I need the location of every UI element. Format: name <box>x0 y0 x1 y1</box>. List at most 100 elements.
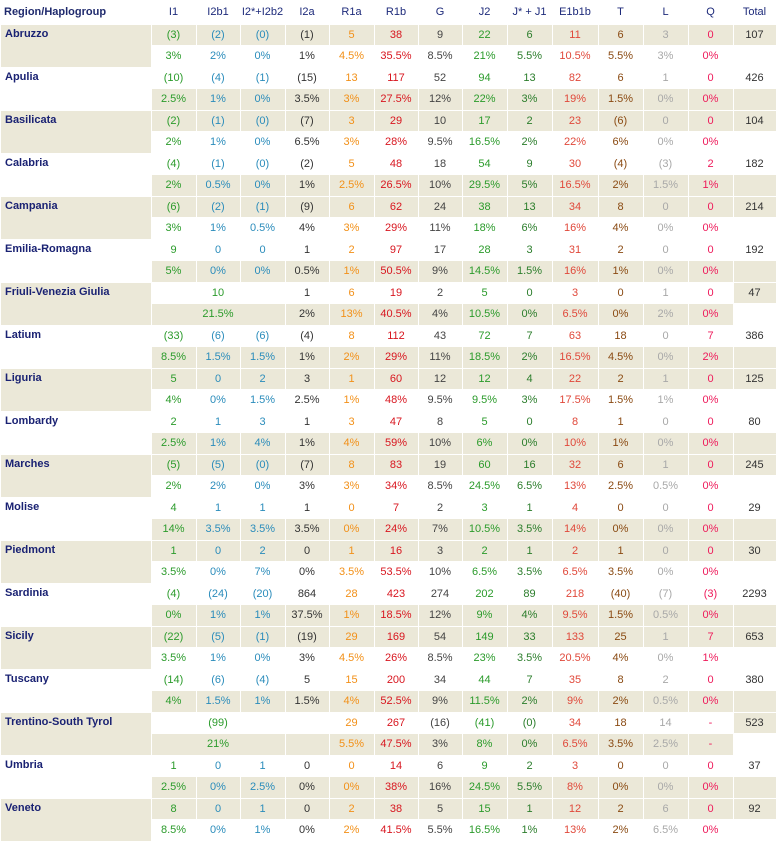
cell-j2-percent: 24.5% <box>462 475 508 498</box>
cell-j2-percent: 8% <box>462 733 508 756</box>
cell-e-count: 82 <box>552 67 599 89</box>
table-row: Marches (5) (5) (0) (7) 8 83 19 60 16 32 6 1 0 245 <box>1 454 777 498</box>
cell-q-percent: 1% <box>688 174 734 197</box>
region-name: Abruzzo <box>1 24 152 68</box>
cell-t-count: 2 <box>598 368 644 390</box>
cell-g-percent: 8.5% <box>418 647 463 670</box>
cell-j1-count: 7 <box>507 669 553 691</box>
cell-i1-percent: 4% <box>151 389 197 412</box>
cell-i2b1-percent: 0% <box>196 776 241 799</box>
cell-i2x-percent: 1% <box>240 604 286 627</box>
cell-r1b-count: 16 <box>374 540 419 562</box>
cell-r1a-count: 0 <box>329 755 375 777</box>
cell-t-count: 18 <box>598 712 644 734</box>
cell-t-count: 8 <box>598 669 644 691</box>
cell-i2b1-percent: 0.5% <box>196 174 241 197</box>
header-row: Region/Haplogroup I1 I2b1 I2*+I2b2 I2a R… <box>1 0 777 25</box>
cell-t-percent: 3.5% <box>598 733 644 756</box>
cell-l-count: 1 <box>643 368 689 390</box>
header-l: L <box>643 0 689 25</box>
cell-i1-percent: 5% <box>151 260 197 283</box>
cell-i1-i2-combined-count: 10 <box>151 282 286 304</box>
cell-t-count: 0 <box>598 282 644 304</box>
cell-j2-percent: 18.5% <box>462 346 508 369</box>
cell-j1-percent: 6% <box>507 217 553 240</box>
cell-j2-count: 72 <box>462 325 508 347</box>
cell-i2x-percent: 1.5% <box>240 346 286 369</box>
cell-l-percent: 0% <box>643 518 689 541</box>
cell-q-count: (3) <box>688 583 734 605</box>
cell-r1b-percent: 40.5% <box>374 303 419 326</box>
cell-l-percent: 1.5% <box>643 174 689 197</box>
cell-r1a-count: 13 <box>329 67 375 89</box>
cell-i2b1-count: (5) <box>196 626 241 648</box>
cell-total: 92 <box>733 798 777 820</box>
cell-l-percent: 0% <box>643 776 689 799</box>
cell-i2b1-percent: 2% <box>196 475 241 498</box>
cell-j1-count: 16 <box>507 454 553 476</box>
cell-j2-count: 15 <box>462 798 508 820</box>
cell-i2b1-count: 0 <box>196 540 241 562</box>
cell-i2a-count: 0 <box>285 755 330 777</box>
cell-j1-percent: 3.5% <box>507 518 553 541</box>
cell-i2b1-percent: 1% <box>196 217 241 240</box>
cell-total-empty <box>733 131 777 154</box>
cell-total-empty <box>733 475 777 498</box>
cell-r1b-count: 267 <box>374 712 419 734</box>
cell-i2x-percent: 4% <box>240 432 286 455</box>
cell-i2a-percent: 3% <box>285 475 330 498</box>
cell-r1b-count: 14 <box>374 755 419 777</box>
cell-j2-percent: 6% <box>462 432 508 455</box>
table-row: Abruzzo (3) (2) (0) (1) 5 38 9 22 6 11 6 3 0 107 <box>1 24 777 68</box>
cell-l-count: 1 <box>643 67 689 89</box>
cell-t-percent: 2% <box>598 819 644 842</box>
cell-j1-percent: 1% <box>507 819 553 842</box>
cell-g-count: 2 <box>418 282 463 304</box>
cell-j1-count: (0) <box>507 712 553 734</box>
cell-j1-count: 7 <box>507 325 553 347</box>
cell-r1a-count: 15 <box>329 669 375 691</box>
cell-g-percent: 3% <box>418 733 463 756</box>
cell-i1-percent: 0% <box>151 604 197 627</box>
cell-q-percent: 0% <box>688 690 734 713</box>
cell-i1-count: (4) <box>151 153 197 175</box>
cell-g-count: 54 <box>418 626 463 648</box>
cell-i2b1-percent: 1% <box>196 88 241 111</box>
cell-e-count: 218 <box>552 583 599 605</box>
cell-t-percent: 4% <box>598 217 644 240</box>
cell-i2b1-percent: 1% <box>196 432 241 455</box>
cell-r1a-percent: 2.5% <box>329 174 375 197</box>
cell-i2b1-count: 0 <box>196 368 241 390</box>
cell-r1a-count: 5 <box>329 24 375 46</box>
header-i2-star-i2b2: I2*+I2b2 <box>240 0 286 25</box>
cell-e-count: 11 <box>552 24 599 46</box>
cell-j2-count: 12 <box>462 368 508 390</box>
cell-j1-count: 2 <box>507 755 553 777</box>
cell-q-count: 7 <box>688 325 734 347</box>
cell-e-percent: 19% <box>552 88 599 111</box>
cell-l-count: 0 <box>643 239 689 261</box>
cell-i1-percent: 3.5% <box>151 561 197 584</box>
cell-r1a-percent: 4.5% <box>329 647 375 670</box>
cell-g-count: 9 <box>418 24 463 46</box>
table-row: Molise 4 1 1 1 0 7 2 3 1 4 0 0 0 29 <box>1 497 777 541</box>
cell-j2-percent: 22% <box>462 88 508 111</box>
cell-i2a-count <box>285 712 330 734</box>
cell-r1b-percent: 24% <box>374 518 419 541</box>
cell-i2a-count: (1) <box>285 24 330 46</box>
cell-total-empty <box>733 518 777 541</box>
cell-i2a-count: (9) <box>285 196 330 218</box>
cell-i1-i2-combined-percent: 21% <box>151 733 286 756</box>
table-row: Sardinia (4) (24) (20) 864 28 423 274 202 89 218 (4… <box>1 583 777 627</box>
cell-e-count: 30 <box>552 153 599 175</box>
cell-t-count: 6 <box>598 67 644 89</box>
cell-l-percent: 0.5% <box>643 475 689 498</box>
cell-j1-count: 13 <box>507 196 553 218</box>
cell-l-count: 0 <box>643 325 689 347</box>
cell-i2b1-count: 1 <box>196 497 241 519</box>
table-row: Umbria 1 0 1 0 0 14 6 9 2 3 0 0 0 37 <box>1 755 777 799</box>
table-row: Latium (33) (6) (6) (4) 8 112 43 72 7 63 18 0 7 386 <box>1 325 777 369</box>
cell-total: 245 <box>733 454 777 476</box>
cell-j2-percent: 24.5% <box>462 776 508 799</box>
region-name: Latium <box>1 325 152 369</box>
